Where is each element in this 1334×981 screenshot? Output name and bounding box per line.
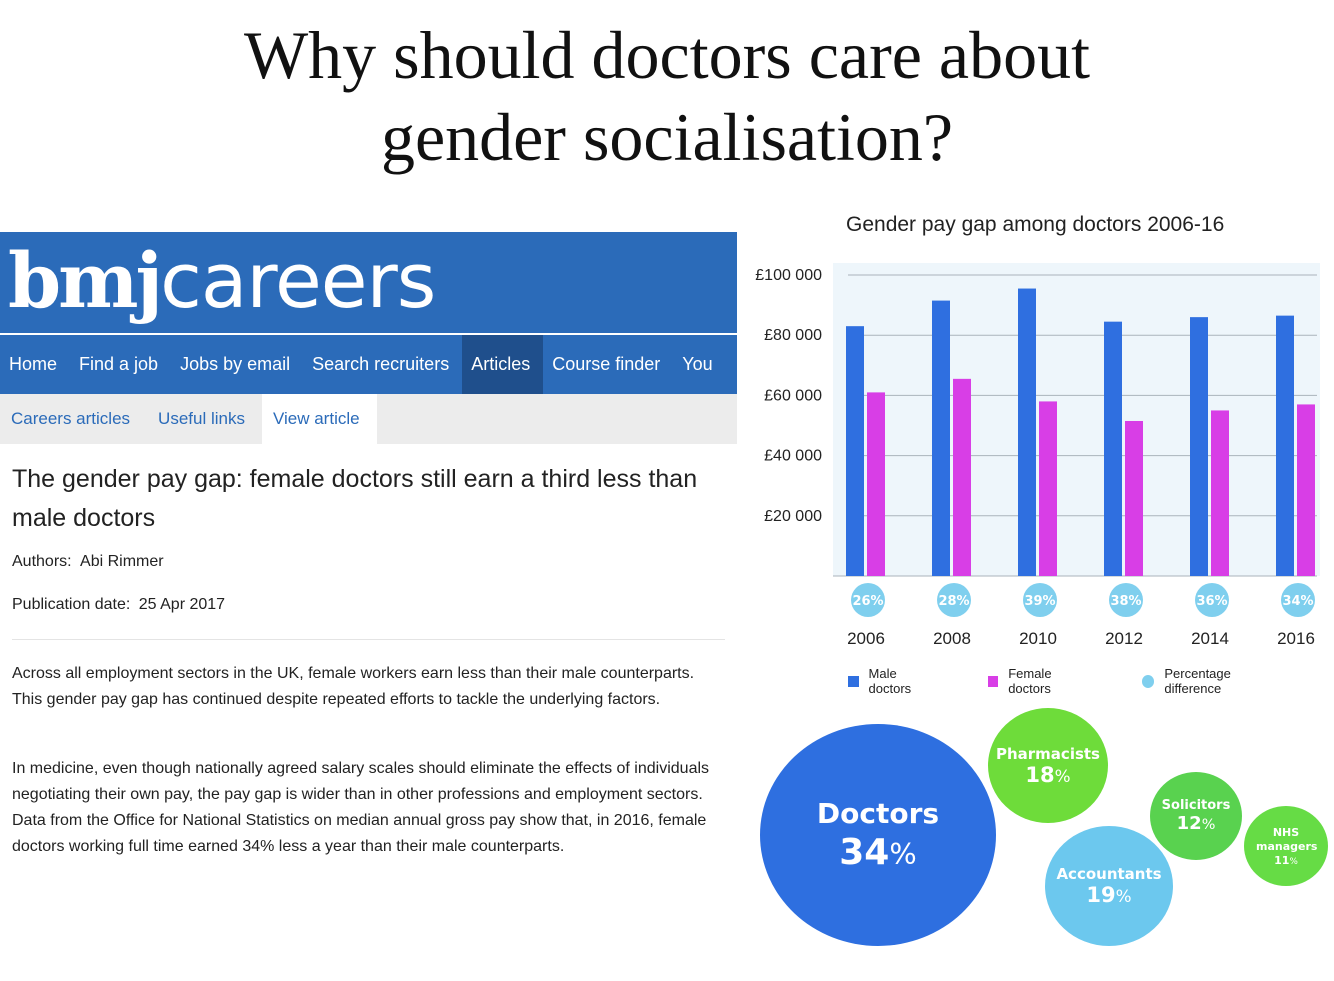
- chart-legend: Male doctors Female doctors Percentage d…: [848, 666, 1334, 696]
- x-tick-label: 2006: [847, 629, 885, 648]
- x-tick-label: 2008: [933, 629, 971, 648]
- legend-label-female: Female doctors: [1008, 666, 1052, 696]
- legend-label-male: Male doctors: [868, 666, 912, 696]
- pay-gap-bar-chart: £100 000 £80 000 £60 000 £40 000 £20 000 26% 2…: [755, 263, 1320, 648]
- legend-item-female: Female doctors: [987, 666, 1094, 696]
- legend-label-percentage: Percentage difference: [1164, 666, 1231, 696]
- legend-item-male: Male doctors: [848, 666, 940, 696]
- percentage-difference-marker: [1109, 583, 1143, 617]
- bubble-doctors: Doctors 34%: [760, 724, 996, 946]
- bubble-nhs-managers-percent: 11%: [1274, 853, 1298, 867]
- bubble-accountants-percent: 19%: [1086, 883, 1132, 907]
- bubble-accountants: Accountants 19%: [1045, 826, 1173, 946]
- y-tick-label: £20 000: [764, 508, 822, 525]
- bar-female-doctors: [1297, 404, 1315, 576]
- x-tick-label: 2012: [1105, 629, 1143, 648]
- article-divider: [12, 639, 725, 640]
- bubble-doctors-percent: 34%: [839, 832, 917, 873]
- percentage-difference-label: 39%: [1024, 594, 1055, 609]
- percentage-difference-label: 34%: [1282, 594, 1313, 609]
- legend-item-percentage: Percentage difference: [1141, 666, 1286, 696]
- bubble-accountants-label: Accountants: [1056, 865, 1162, 883]
- x-tick-label: 2016: [1277, 629, 1315, 648]
- percentage-difference-label: 26%: [852, 594, 883, 609]
- nav-find-a-job[interactable]: Find a job: [79, 354, 159, 374]
- bar-male-doctors: [1190, 317, 1208, 576]
- main-nav: Home Find a job Jobs by email Search rec…: [0, 335, 737, 394]
- slide-title-line-1: Why should doctors care about: [244, 17, 1090, 93]
- article-publication-date: Publication date: 25 Apr 2017: [12, 596, 225, 614]
- percentage-difference-label: 36%: [1196, 594, 1227, 609]
- sub-nav: Careers articles Useful links View artic…: [0, 394, 737, 444]
- percentage-difference-marker: [1023, 583, 1057, 617]
- tab-useful-links[interactable]: Useful links: [158, 409, 245, 428]
- bar-male-doctors: [1104, 321, 1122, 576]
- legend-swatch-female: [987, 675, 999, 687]
- y-tick-label: £40 000: [764, 448, 822, 465]
- article-paragraph-2: In medicine, even though nationally agre…: [12, 760, 710, 855]
- bar-female-doctors: [953, 378, 971, 576]
- bar-female-doctors: [1125, 420, 1143, 576]
- nav-search-recruiters[interactable]: Search recruiters: [312, 354, 450, 374]
- article-title: The gender pay gap: female doctors still…: [12, 465, 698, 532]
- bmj-header: bmjcareers: [0, 232, 737, 333]
- logo-bold-text: bmj: [8, 236, 163, 325]
- authors-label: Authors:: [12, 553, 72, 570]
- bar-male-doctors: [846, 326, 864, 576]
- slide-title-line-2: gender socialisation?: [380, 99, 954, 175]
- pubdate-label: Publication date:: [12, 596, 131, 613]
- y-tick-label: £60 000: [764, 387, 822, 404]
- percentage-difference-marker: [1281, 583, 1315, 617]
- percentage-difference-marker: [1195, 583, 1229, 617]
- bubble-doctors-label: Doctors: [816, 797, 940, 830]
- legend-swatch-percentage: [1141, 674, 1155, 688]
- tab-view-article[interactable]: View article: [261, 394, 377, 444]
- authors-value[interactable]: Abi Rimmer: [80, 553, 164, 570]
- chart-title: Gender pay gap among doctors 2006-16: [846, 213, 1225, 236]
- bar-male-doctors: [1018, 288, 1036, 576]
- pubdate-value: 25 Apr 2017: [138, 596, 226, 613]
- bar-female-doctors: [867, 392, 885, 576]
- bar-male-doctors: [932, 300, 950, 576]
- nav-course-finder[interactable]: Course finder: [552, 354, 661, 374]
- article-paragraph-1: Across all employment sectors in the UK,…: [12, 665, 695, 708]
- nav-you[interactable]: You: [682, 354, 713, 374]
- slide-title: Why should doctors care about gender soc…: [0, 14, 1334, 178]
- article-authors: Authors: Abi Rimmer: [12, 553, 164, 571]
- percentage-difference-label: 38%: [1110, 594, 1141, 609]
- bubble-nhs-managers-label: NHS managers: [1256, 825, 1318, 853]
- bubble-solicitors: Solicitors 12%: [1150, 772, 1242, 860]
- bubble-pharmacists-percent: 18%: [1025, 762, 1071, 787]
- bmj-careers-logo[interactable]: bmjcareers: [8, 236, 436, 325]
- logo-light-text: careers: [160, 236, 436, 325]
- percentage-difference-marker: [851, 583, 885, 617]
- bubble-pharmacists: Pharmacists 18%: [988, 708, 1108, 823]
- bubble-nhs-managers: NHS managers 11%: [1244, 806, 1328, 886]
- y-tick-label: £80 000: [764, 327, 822, 344]
- plot-background: [833, 263, 1320, 576]
- percentage-difference-marker: [937, 583, 971, 617]
- bubble-pharmacists-label: Pharmacists: [995, 744, 1100, 763]
- bar-female-doctors: [1039, 401, 1057, 576]
- bar-male-doctors: [1276, 315, 1294, 576]
- bubble-solicitors-percent: 12%: [1176, 813, 1216, 834]
- tab-careers-articles[interactable]: Careers articles: [11, 409, 131, 428]
- x-tick-label: 2014: [1191, 629, 1229, 648]
- bar-female-doctors: [1211, 410, 1229, 576]
- nav-articles[interactable]: Articles: [462, 335, 544, 394]
- percentage-difference-label: 28%: [938, 594, 969, 609]
- legend-swatch-male: [848, 675, 859, 687]
- nav-home[interactable]: Home: [9, 354, 58, 374]
- bubble-solicitors-label: Solicitors: [1161, 798, 1231, 813]
- y-tick-label: £100 000: [755, 267, 822, 284]
- x-tick-label: 2010: [1019, 629, 1057, 648]
- bmj-careers-screenshot: bmjcareers Home Find a job Jobs by email…: [0, 232, 737, 981]
- nav-jobs-by-email[interactable]: Jobs by email: [180, 354, 291, 374]
